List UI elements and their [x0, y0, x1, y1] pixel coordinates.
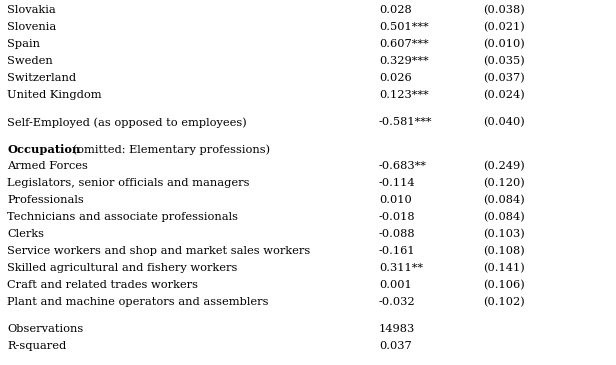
Text: Switzerland: Switzerland [7, 73, 76, 83]
Text: Armed Forces: Armed Forces [7, 161, 88, 171]
Text: 0.037: 0.037 [379, 341, 411, 351]
Text: -0.581***: -0.581*** [379, 117, 432, 127]
Text: (0.037): (0.037) [484, 73, 525, 83]
Text: Legislators, senior officials and managers: Legislators, senior officials and manage… [7, 178, 250, 188]
Text: Sweden: Sweden [7, 56, 53, 66]
Text: (0.024): (0.024) [484, 90, 525, 100]
Text: Skilled agricultural and fishery workers: Skilled agricultural and fishery workers [7, 263, 238, 273]
Text: 0.001: 0.001 [379, 280, 411, 290]
Text: (0.038): (0.038) [484, 5, 525, 15]
Text: (0.249): (0.249) [484, 161, 525, 171]
Text: (0.120): (0.120) [484, 178, 525, 188]
Text: -0.018: -0.018 [379, 212, 415, 222]
Text: 0.010: 0.010 [379, 195, 411, 205]
Text: 14983: 14983 [379, 324, 415, 334]
Text: -0.683**: -0.683** [379, 161, 427, 171]
Text: Clerks: Clerks [7, 229, 44, 239]
Text: Observations: Observations [7, 324, 84, 334]
Text: (0.103): (0.103) [484, 229, 525, 239]
Text: Self-Employed (as opposed to employees): Self-Employed (as opposed to employees) [7, 117, 247, 127]
Text: Slovakia: Slovakia [7, 5, 56, 15]
Text: -0.088: -0.088 [379, 229, 415, 239]
Text: Slovenia: Slovenia [7, 22, 57, 32]
Text: (0.040): (0.040) [484, 117, 525, 127]
Text: Occupation: Occupation [7, 144, 81, 155]
Text: Craft and related trades workers: Craft and related trades workers [7, 280, 198, 290]
Text: 0.329***: 0.329*** [379, 56, 429, 66]
Text: -0.032: -0.032 [379, 297, 415, 307]
Text: (0.106): (0.106) [484, 280, 525, 290]
Text: 0.311**: 0.311** [379, 263, 423, 273]
Text: 0.123***: 0.123*** [379, 90, 429, 100]
Text: (0.035): (0.035) [484, 56, 525, 66]
Text: 0.607***: 0.607*** [379, 39, 429, 49]
Text: (0.084): (0.084) [484, 212, 525, 222]
Text: 0.501***: 0.501*** [379, 22, 429, 32]
Text: -0.161: -0.161 [379, 246, 415, 256]
Text: 0.026: 0.026 [379, 73, 411, 83]
Text: (0.084): (0.084) [484, 195, 525, 205]
Text: -0.114: -0.114 [379, 178, 415, 188]
Text: R-squared: R-squared [7, 341, 67, 351]
Text: 0.028: 0.028 [379, 5, 411, 15]
Text: Technicians and associate professionals: Technicians and associate professionals [7, 212, 238, 222]
Text: (0.141): (0.141) [484, 263, 525, 273]
Text: (omitted: Elementary professions): (omitted: Elementary professions) [70, 144, 270, 154]
Text: United Kingdom: United Kingdom [7, 90, 102, 100]
Text: Plant and machine operators and assemblers: Plant and machine operators and assemble… [7, 297, 269, 307]
Text: Spain: Spain [7, 39, 41, 49]
Text: (0.102): (0.102) [484, 297, 525, 307]
Text: (0.108): (0.108) [484, 246, 525, 256]
Text: (0.021): (0.021) [484, 22, 525, 32]
Text: Professionals: Professionals [7, 195, 84, 205]
Text: Service workers and shop and market sales workers: Service workers and shop and market sale… [7, 246, 310, 256]
Text: (0.010): (0.010) [484, 39, 525, 49]
